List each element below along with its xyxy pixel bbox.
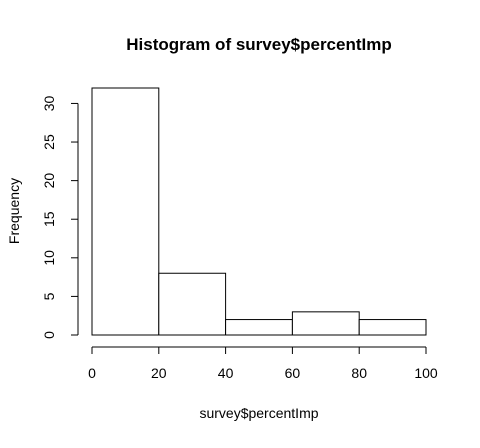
x-axis: 0 20 40 60 80 100	[88, 346, 438, 381]
y-tick-label: 30	[41, 95, 57, 111]
y-tick-label: 10	[41, 250, 57, 266]
y-axis-label: Frequency	[6, 178, 22, 244]
chart-title: Histogram of survey$percentImp	[126, 35, 391, 54]
histogram-bar-20-40	[158, 272, 227, 336]
bars-group	[91, 87, 427, 336]
histogram-bar-80-100	[358, 319, 427, 336]
x-tick-label: 20	[151, 365, 167, 381]
x-tick-label: 60	[285, 365, 301, 381]
histogram-bar-60-80	[291, 311, 360, 336]
histogram-bar-40-60	[225, 319, 293, 336]
x-tick-label: 0	[88, 365, 96, 381]
y-tick-label: 0	[41, 331, 57, 339]
x-tick-label: 100	[414, 365, 438, 381]
histogram-bar-0-20	[91, 87, 160, 336]
y-tick-label: 15	[41, 211, 57, 227]
x-tick-label: 40	[218, 365, 234, 381]
y-tick-label: 20	[41, 173, 57, 189]
y-axis: 0 5 10 15 20 25 30	[41, 95, 79, 339]
x-axis-label: survey$percentImp	[199, 405, 318, 421]
x-tick-label: 80	[351, 365, 367, 381]
y-tick-label: 5	[41, 292, 57, 300]
y-tick-label: 25	[41, 134, 57, 150]
